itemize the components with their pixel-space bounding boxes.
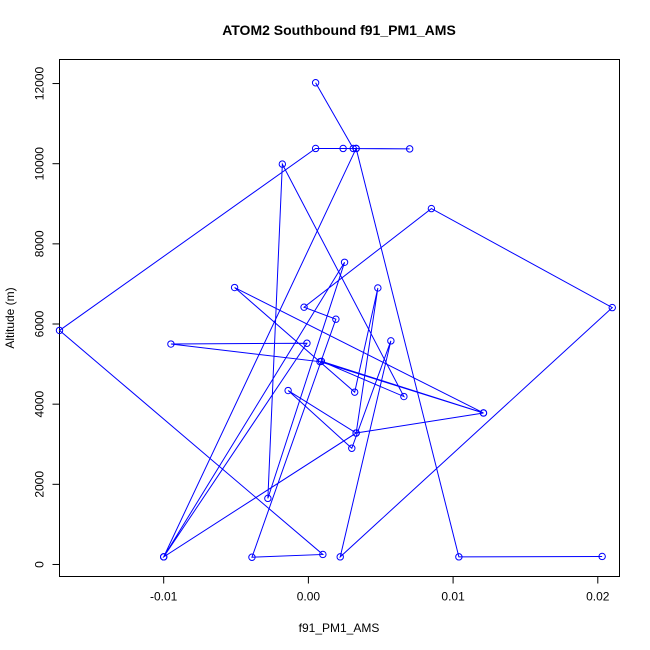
plot-frame [59,59,620,577]
data-point [352,429,360,437]
data-point [230,283,239,292]
data-point [159,553,168,561]
data-point [350,388,359,396]
y-axis: 0 2000 4000 6000 8000 10000 12000 [33,67,60,568]
data-points [55,79,616,561]
data-point [598,552,606,561]
data-point [311,144,320,153]
data-point [319,550,327,559]
data-point [349,144,357,153]
data-point [348,444,356,452]
data-point [374,284,382,292]
data-point [264,494,272,503]
y-tick-label: 12000 [33,67,47,101]
y-tick-label: 10000 [33,147,47,181]
data-point [339,144,347,153]
data-point [455,553,463,561]
series-line [58,82,614,559]
data-point [352,144,360,153]
data-point [332,315,340,323]
data-point [400,392,408,401]
chart-title: ATOM2 Southbound f91_PM1_AMS [222,22,456,38]
y-tick-label: 8000 [33,230,47,257]
x-tick-label: 0.02 [586,590,610,604]
x-axis-label: f91_PM1_AMS [299,621,380,635]
x-tick-label: 0.01 [441,590,465,604]
x-tick-label: 0.00 [297,590,321,604]
data-point [248,553,256,561]
data-point [278,160,287,168]
data-point [55,326,64,335]
data-point [608,303,616,312]
y-tick-label: 2000 [33,471,47,498]
data-point [303,339,311,347]
data-point [311,79,320,87]
data-point [336,553,344,561]
data-point [300,303,308,311]
data-point [316,357,324,366]
data-point [284,386,292,395]
y-tick-label: 4000 [33,390,47,417]
data-point [479,409,488,417]
y-axis-label: Altitude (m) [3,287,17,348]
data-point [387,337,395,345]
y-tick-label: 0 [33,561,47,568]
x-axis: -0.01 0.00 0.01 0.02 [150,576,610,604]
x-tick-label: -0.01 [150,590,178,604]
data-point [340,258,349,266]
data-point [427,204,436,213]
data-point [405,145,414,153]
data-point [167,340,175,348]
y-tick-label: 6000 [33,310,47,337]
